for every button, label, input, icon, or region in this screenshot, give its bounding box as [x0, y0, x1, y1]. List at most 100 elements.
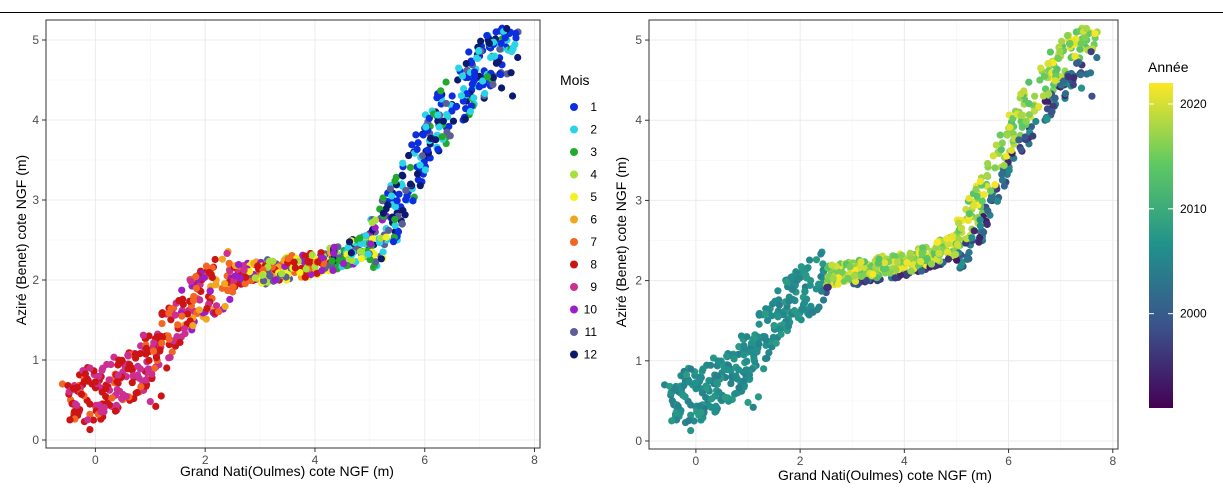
data-point: [880, 259, 889, 267]
data-point: [97, 407, 105, 416]
data-point: [1043, 115, 1051, 124]
data-point: [412, 131, 420, 139]
data-point: [805, 256, 814, 264]
legend-marker: [570, 260, 578, 269]
x-axis-label: Grand Nati(Oulmes) cote NGF (m): [180, 463, 394, 479]
data-point: [443, 110, 451, 119]
data-point: [470, 94, 478, 102]
data-point: [156, 346, 164, 354]
data-point: [347, 249, 356, 257]
data-point: [167, 316, 175, 324]
data-point: [762, 336, 770, 344]
data-point: [105, 376, 113, 384]
data-point: [991, 180, 999, 189]
data-point: [1064, 73, 1072, 81]
data-point: [987, 187, 995, 195]
data-point: [976, 216, 984, 224]
data-point: [965, 210, 973, 218]
data-point: [886, 269, 894, 277]
legend-label: 6: [590, 213, 597, 227]
data-point: [98, 388, 106, 396]
data-point: [497, 39, 505, 48]
data-point: [152, 402, 160, 410]
x-tick-label: 6: [1005, 454, 1012, 468]
data-point: [760, 365, 768, 373]
data-point: [1017, 146, 1025, 154]
data-point: [715, 388, 723, 396]
data-point: [413, 170, 422, 178]
data-point: [674, 402, 682, 410]
data-point: [742, 366, 750, 374]
data-point: [1040, 72, 1048, 80]
data-point: [414, 176, 422, 184]
data-point: [472, 54, 481, 62]
data-point: [1022, 117, 1030, 126]
data-point: [1086, 69, 1095, 77]
scatter-chart-year: 0 2 4 6 8 0 1 2 3 4 5 Grand Nati(Oulmes) cote NGF…: [613, 19, 1207, 483]
data-point: [1025, 100, 1033, 108]
colorbar-ticks: 2020 2010 2000: [1149, 97, 1207, 321]
data-point: [714, 357, 722, 365]
data-point: [819, 296, 828, 304]
data-point: [972, 185, 980, 193]
y-tick-label: 5: [635, 33, 642, 47]
data-point: [442, 78, 450, 86]
data-point: [187, 277, 195, 285]
data-point: [891, 274, 899, 282]
data-point: [368, 218, 376, 227]
data-point: [850, 272, 859, 280]
y-tick-label: 3: [635, 193, 642, 207]
data-point: [458, 72, 467, 80]
data-point: [73, 401, 81, 409]
data-point: [679, 391, 687, 399]
data-point: [318, 266, 326, 275]
data-point: [768, 312, 776, 320]
data-point: [750, 354, 758, 363]
grid-right: [649, 20, 1118, 449]
data-point: [749, 403, 757, 411]
data-point: [413, 145, 421, 153]
data-point: [817, 250, 825, 258]
data-point: [419, 131, 427, 139]
data-point: [329, 266, 337, 275]
data-point: [685, 378, 693, 386]
data-point: [489, 74, 497, 82]
data-point: [409, 197, 417, 205]
legend-marker: [570, 305, 578, 314]
data-point: [328, 257, 336, 265]
data-point: [142, 382, 150, 390]
data-point: [1066, 39, 1074, 48]
y-tick-label: 1: [635, 354, 642, 368]
data-point: [183, 310, 192, 318]
data-point: [762, 310, 770, 318]
data-point: [708, 395, 716, 403]
data-point: [969, 201, 978, 210]
data-point: [989, 152, 997, 160]
data-point: [508, 48, 516, 56]
data-point: [1046, 48, 1054, 56]
data-point: [672, 408, 680, 417]
data-point: [137, 342, 145, 350]
data-point: [690, 417, 698, 425]
data-point: [181, 330, 189, 338]
data-point: [1007, 146, 1016, 154]
data-point: [304, 257, 312, 265]
data-point: [491, 52, 499, 60]
data-point: [398, 171, 406, 179]
data-point: [777, 330, 785, 338]
points-right: [661, 24, 1101, 435]
data-point: [806, 281, 814, 289]
data-point: [418, 152, 427, 160]
data-point: [906, 249, 914, 257]
x-tick-label: 4: [901, 454, 908, 468]
data-point: [107, 360, 115, 369]
data-point: [1035, 103, 1043, 111]
data-point: [508, 92, 517, 100]
data-point: [787, 273, 795, 281]
y-tick-label: 2: [635, 274, 642, 288]
data-point: [431, 136, 440, 144]
data-point: [408, 141, 416, 149]
data-point: [445, 122, 453, 131]
data-point: [919, 244, 927, 252]
data-point: [695, 373, 703, 381]
